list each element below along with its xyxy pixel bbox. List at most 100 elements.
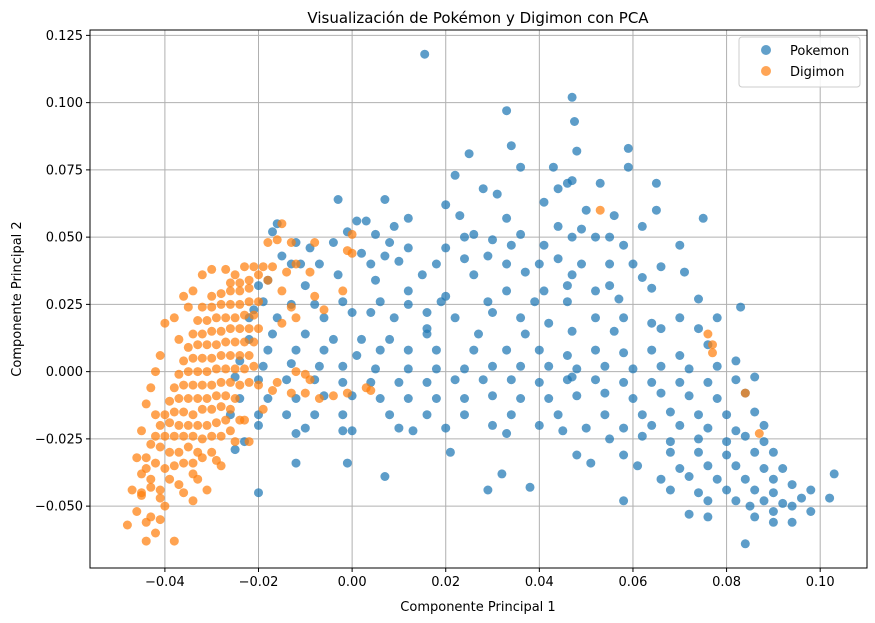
pokemon-point [455, 211, 465, 221]
x-axis-ticks: −0.04 −0.02 0.00 0.02 0.04 0.06 0.08 0.10 [145, 568, 835, 590]
pokemon-point [647, 283, 657, 293]
pokemon-point [665, 447, 675, 457]
pokemon-point [450, 375, 460, 385]
digimon-point [160, 318, 170, 328]
pokemon-point [637, 221, 647, 231]
digimon-point [240, 262, 249, 272]
pokemon-point [385, 410, 395, 420]
digimon-point [225, 299, 235, 309]
pokemon-point [684, 391, 694, 401]
pokemon-point [694, 447, 703, 457]
pokemon-point [534, 420, 544, 430]
pokemon-point [591, 286, 600, 296]
digimon-point [211, 418, 221, 428]
pokemon-point [581, 423, 591, 433]
pokemon-point [361, 216, 371, 226]
pokemon-point [656, 388, 666, 398]
pokemon-point [516, 394, 526, 403]
pokemon-point [525, 482, 535, 492]
digimon-point [286, 238, 296, 247]
digimon-point [146, 383, 156, 393]
digimon-point [183, 302, 193, 312]
pokemon-point [553, 410, 563, 420]
digimon-point [277, 219, 287, 229]
digimon-point [225, 278, 235, 288]
digimon-point [230, 394, 240, 403]
chart-title: Visualización de Pokémon y Digimon con P… [307, 9, 649, 27]
digimon-point [146, 474, 156, 484]
pokemon-point [628, 259, 638, 269]
digimon-point [169, 536, 179, 546]
pokemon-point [768, 474, 778, 484]
x-tick-label: 0.08 [712, 575, 741, 590]
x-tick-label: 0.00 [338, 575, 367, 590]
pokemon-point [600, 361, 610, 371]
pokemon-point [605, 232, 615, 242]
pokemon-point [544, 394, 554, 403]
digimon-point [244, 275, 254, 285]
digimon-point [708, 340, 717, 350]
x-tick-label: −0.02 [239, 575, 279, 590]
pokemon-point [506, 375, 516, 385]
y-axis-label: Componente Principal 2 [10, 221, 25, 376]
pokemon-point [675, 313, 685, 323]
digimon-point [249, 361, 259, 371]
pokemon-point [403, 243, 413, 253]
pokemon-point [375, 297, 385, 307]
pokemon-point [567, 92, 577, 102]
pokemon-point [675, 240, 685, 250]
pokemon-point [651, 205, 661, 215]
pokemon-point [445, 447, 455, 457]
pokemon-point [694, 410, 703, 420]
digimon-point [197, 270, 207, 280]
pokemon-point [492, 189, 502, 199]
pokemon-point [553, 184, 563, 194]
pokemon-point [300, 423, 310, 433]
pokemon-point [712, 361, 722, 371]
digimon-point [207, 404, 217, 414]
pokemon-point [745, 501, 755, 511]
legend: Pokemon Digimon [738, 36, 861, 88]
x-tick-label: 0.10 [806, 575, 835, 590]
pokemon-point [441, 423, 451, 433]
pokemon-point [338, 410, 348, 420]
y-tick-label: 0.050 [46, 231, 83, 246]
digimon-point [216, 431, 226, 441]
digimon-point [314, 394, 324, 403]
digimon-point [249, 310, 259, 320]
pokemon-point [469, 270, 479, 280]
digimon-point [272, 235, 282, 245]
pokemon-point [562, 297, 572, 307]
digimon-point [202, 367, 212, 377]
pokemon-point [665, 407, 675, 417]
pokemon-point [675, 351, 685, 360]
digimon-point [249, 337, 259, 347]
digimon-point [254, 324, 263, 334]
digimon-point [155, 442, 165, 452]
pokemon-point [314, 361, 324, 371]
pokemon-point [712, 474, 722, 484]
pokemon-point [375, 394, 385, 403]
digimon-point [221, 313, 231, 323]
pokemon-point [637, 273, 647, 282]
pokemon-point [647, 318, 657, 328]
series-pokemon [225, 49, 839, 549]
digimon-point [188, 410, 198, 420]
pokemon-point [539, 240, 549, 250]
digimon-point [244, 283, 254, 293]
pokemon-point [338, 297, 348, 307]
pokemon-point [431, 394, 441, 403]
pokemon-point [684, 509, 694, 519]
digimon-point [258, 262, 268, 272]
digimon-point [137, 426, 146, 436]
pokemon-point [291, 458, 301, 468]
pokemon-point [787, 517, 797, 527]
pokemon-point [656, 324, 666, 334]
pokemon-point [572, 146, 582, 156]
pokemon-point [768, 517, 778, 527]
pokemon-point [520, 329, 530, 339]
digimon-point [225, 377, 235, 387]
pokemon-point [478, 184, 488, 194]
digimon-point [179, 407, 189, 417]
